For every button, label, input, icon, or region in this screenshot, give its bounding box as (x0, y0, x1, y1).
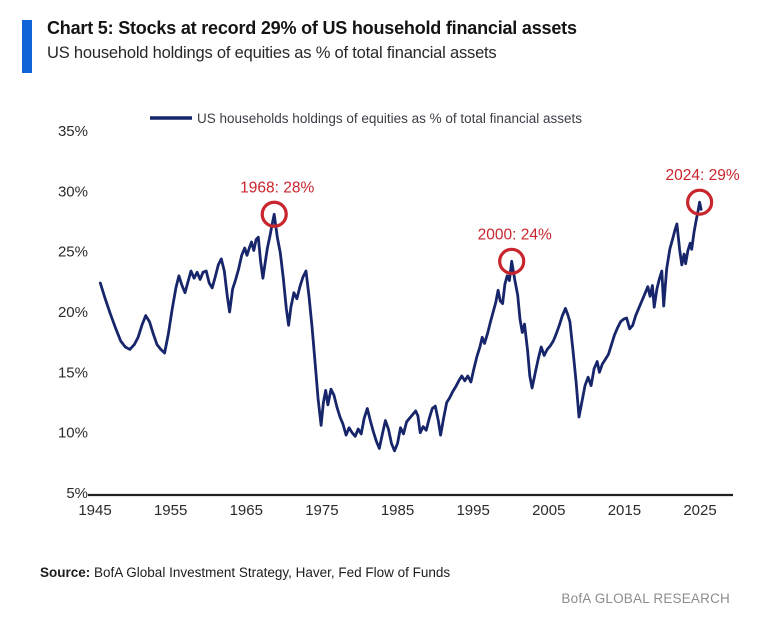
y-tick-label: 25% (58, 244, 88, 261)
brand-footer: BofA GLOBAL RESEARCH (561, 591, 730, 606)
peak-label: 2000: 24% (478, 226, 552, 243)
y-tick-label: 15% (58, 364, 88, 381)
chart-layer: US households holdings of equities as % … (58, 111, 740, 519)
x-tick-label: 1995 (456, 502, 489, 519)
x-tick-label: 2005 (532, 502, 565, 519)
y-tick-label: 30% (58, 183, 88, 200)
y-tick-label: 10% (58, 425, 88, 442)
x-tick-label: 2025 (683, 502, 716, 519)
source-label: Source: (40, 565, 91, 580)
x-tick-label: 1945 (78, 502, 111, 519)
x-tick-label: 1985 (381, 502, 414, 519)
legend-label: US households holdings of equities as % … (197, 111, 582, 126)
x-tick-label: 1975 (305, 502, 338, 519)
source-text: BofA Global Investment Strategy, Haver, … (90, 565, 451, 580)
y-tick-label: 20% (58, 304, 88, 321)
title-accent-bar (22, 20, 32, 73)
x-tick-label: 1955 (154, 502, 187, 519)
chart-svg: US households holdings of equities as % … (58, 111, 740, 519)
source-note: Source: BofA Global Investment Strategy,… (40, 565, 450, 580)
peak-label: 1968: 28% (240, 179, 314, 196)
series-line (98, 200, 703, 453)
y-tick-label: 5% (66, 485, 88, 502)
x-tick-label: 1965 (230, 502, 263, 519)
page-subtitle: US household holdings of equities as % o… (47, 44, 497, 62)
peak-circle (686, 188, 714, 216)
x-tick-label: 2015 (608, 502, 641, 519)
y-tick-label: 35% (58, 123, 88, 140)
page-title: Chart 5: Stocks at record 29% of US hous… (47, 18, 577, 38)
peak-circle (260, 200, 288, 228)
peak-circle (498, 247, 526, 275)
peak-label: 2024: 29% (666, 167, 740, 184)
